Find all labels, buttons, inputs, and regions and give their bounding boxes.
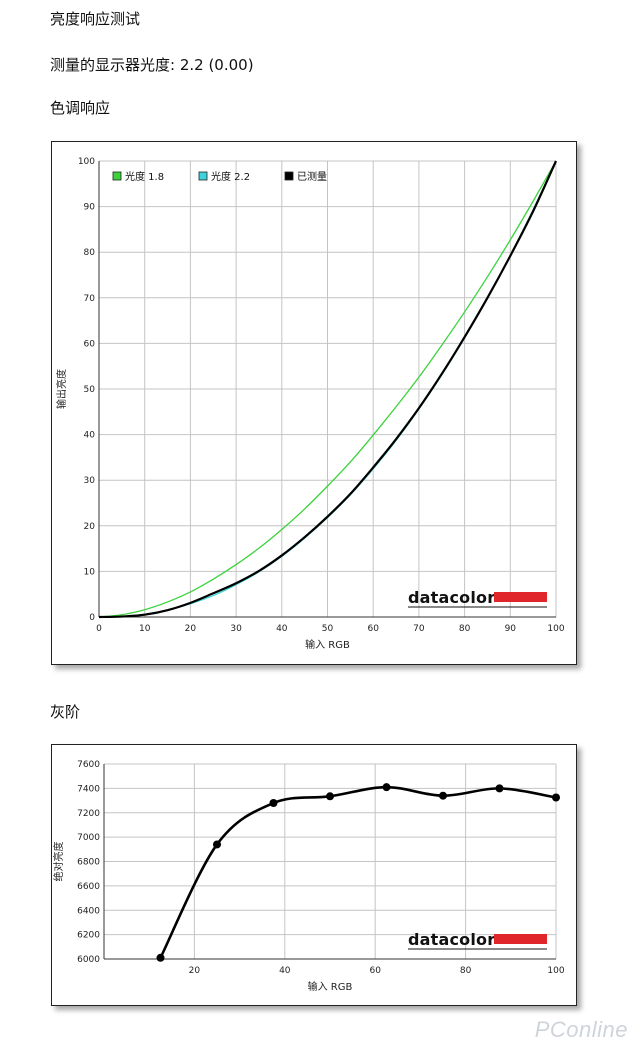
y-tick-label: 6000 — [77, 955, 100, 965]
y-tick-label: 50 — [84, 385, 96, 395]
pconline-watermark: PConline — [534, 1017, 628, 1042]
legend-swatch — [198, 171, 208, 181]
series-line-1 — [98, 160, 557, 618]
grayscale-chart: 20 40 60 80 100 6000 6200 6400 6600 6800 7000 7200 7… — [52, 760, 565, 993]
y-tick-label: 6600 — [77, 882, 100, 892]
data-point — [213, 840, 221, 849]
x-tick-label: 50 — [322, 624, 334, 634]
grayscale-chart-panel: 20 40 60 80 100 6000 6200 6400 6600 6800 7000 7200 7… — [51, 744, 577, 1006]
tone-response-title: 色调响应 — [50, 99, 111, 117]
measurement-line: 测量的显示器光度: 2.2 (0.00) — [50, 56, 254, 74]
legend-swatch — [112, 171, 122, 181]
x-tick-label: 80 — [460, 966, 472, 976]
x-tick-label: 60 — [367, 624, 379, 634]
data-point — [269, 799, 278, 807]
y-tick-label: 6200 — [77, 931, 100, 941]
section-title: 亮度响应测试 — [50, 10, 141, 28]
x-tick-label: 10 — [139, 624, 151, 634]
data-point — [495, 784, 504, 793]
x-tick-label: 70 — [413, 624, 425, 634]
legend-swatch — [284, 171, 294, 181]
data-point — [156, 953, 165, 962]
x-tick-label: 100 — [547, 624, 564, 634]
x-tick-label: 20 — [189, 966, 201, 976]
x-tick-label: 60 — [369, 966, 381, 976]
data-point — [552, 793, 560, 802]
y-tick-label: 30 — [84, 476, 96, 486]
y-tick-label: 10 — [84, 567, 96, 577]
data-point — [382, 783, 391, 792]
datacolor-logo-text: datacolor — [408, 588, 495, 607]
x-tick-label: 20 — [185, 624, 197, 634]
datacolor-logo-text: datacolor — [408, 930, 495, 949]
y-tick-label: 7000 — [77, 833, 100, 843]
data-point — [326, 792, 334, 801]
x-tick-label: 0 — [96, 624, 102, 634]
y-tick-label: 80 — [84, 248, 96, 258]
legend-label: 光度 1.8 — [125, 170, 164, 183]
x-tick-label: 40 — [279, 966, 291, 976]
y-tick-label: 20 — [84, 522, 96, 532]
y-axis-label: 输出亮度 — [55, 369, 68, 409]
grayscale-title: 灰阶 — [50, 703, 81, 721]
x-axis-label: 输入 RGB — [308, 980, 353, 993]
data-point — [439, 791, 447, 800]
y-tick-label: 40 — [84, 431, 96, 441]
y-tick-label: 6800 — [77, 858, 100, 868]
legend-label: 已测量 — [297, 170, 327, 183]
tone-response-chart-panel: 0 10 20 30 40 50 60 70 80 90 100 0 10 20 30 40 50 60 70 80 9… — [51, 141, 577, 665]
x-tick-label: 80 — [459, 624, 471, 634]
y-tick-label: 7400 — [77, 784, 100, 794]
legend-label: 光度 2.2 — [211, 170, 250, 183]
tone-response-chart: 0 10 20 30 40 50 60 70 80 90 100 0 10 20 30 40 50 60 70 80 9… — [55, 157, 565, 651]
datacolor-logo-bar — [494, 934, 547, 944]
series-line-1 — [159, 785, 557, 959]
x-tick-label: 30 — [230, 624, 242, 634]
y-tick-label: 0 — [89, 613, 95, 623]
datacolor-logo-bar — [494, 592, 547, 602]
y-tick-label: 90 — [84, 203, 96, 213]
y-axis-label: 绝对亮度 — [52, 842, 65, 882]
series-line-3 — [98, 160, 558, 619]
y-tick-label: 7200 — [77, 809, 100, 819]
x-axis-label: 输入 RGB — [305, 638, 350, 651]
y-tick-label: 6400 — [77, 906, 100, 916]
y-tick-label: 100 — [78, 157, 95, 167]
y-tick-label: 60 — [84, 339, 96, 349]
x-tick-label: 40 — [276, 624, 288, 634]
y-tick-label: 7600 — [77, 760, 100, 770]
x-tick-label: 90 — [505, 624, 517, 634]
y-tick-label: 70 — [84, 294, 96, 304]
x-tick-label: 100 — [547, 966, 564, 976]
